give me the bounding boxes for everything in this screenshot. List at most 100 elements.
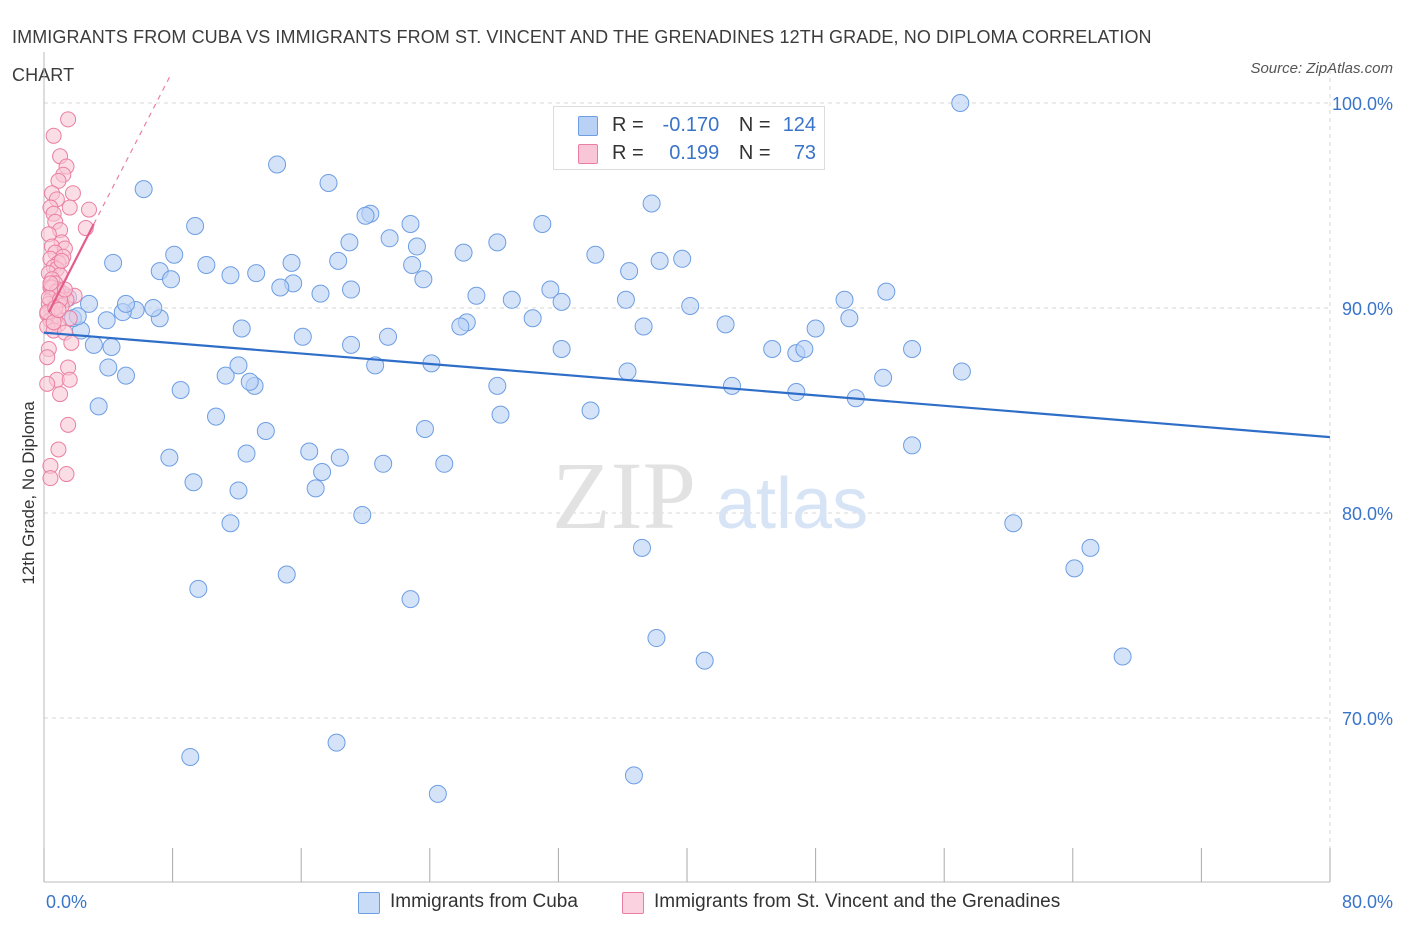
watermark: ZIP atlas [552,442,868,549]
point-cuba [160,448,179,467]
point-cuba [586,245,605,264]
point-cuba [1004,514,1023,533]
point-cuba [414,270,433,289]
point-cuba [618,362,637,381]
point-cuba [116,366,135,385]
point-cuba [1081,538,1100,557]
point-cuba [415,419,434,438]
point-cuba [300,442,319,461]
point-cuba [247,264,266,283]
point-cuba [229,356,248,375]
point-svg [64,185,81,202]
legend-text-cuba: R = -0.170 N = 124 [612,113,816,137]
point-cuba [435,454,454,473]
point-cuba [306,479,325,498]
point-cuba [488,376,507,395]
point-cuba [451,317,470,336]
n-value-cuba: 124 [782,114,817,136]
point-cuba [237,444,256,463]
point-cuba [282,253,301,272]
point-cuba [356,206,375,225]
point-svg [53,252,70,269]
point-cuba [104,253,123,272]
point-svg [42,470,59,487]
point-svg [39,349,56,366]
point-cuba [624,766,643,785]
point-cuba [523,309,542,328]
point-cuba [407,237,426,256]
point-cuba [80,294,99,313]
point-cuba [232,319,251,338]
point-cuba [632,538,651,557]
point-cuba [97,311,116,330]
point-cuba [189,579,208,598]
point-cuba [787,383,806,402]
point-cuba [552,340,571,358]
y-tick-label: 70.0% [1342,709,1393,729]
point-cuba [313,463,332,481]
point-cuba [165,245,184,264]
watermark-atlas: atlas [716,464,868,544]
point-cuba [353,506,372,525]
point-cuba [903,340,922,358]
point-cuba [695,651,714,670]
point-cuba [268,155,287,174]
point-cuba [379,327,398,346]
point-cuba [256,422,275,440]
point-cuba [89,397,108,416]
point-cuba [229,481,248,500]
point-cuba [581,401,600,420]
point-svg [42,275,59,292]
chart-title: IMMIGRANTS FROM CUBA VS IMMIGRANTS FROM … [12,27,1152,85]
source-credit: Source: ZipAtlas.com [1250,60,1393,77]
point-svg [81,201,98,218]
point-cuba [840,309,859,328]
point-cuba [951,94,970,112]
point-cuba [1113,647,1132,666]
point-cuba [340,233,359,252]
point-cuba [221,266,240,285]
point-cuba [903,436,922,455]
x-tick-label: 0.0% [46,892,87,912]
watermark-zip: ZIP [552,442,696,549]
point-svg [61,199,78,216]
point-svg [61,371,78,388]
point-cuba [533,214,552,233]
point-cuba [84,335,103,354]
point-cuba [99,358,118,377]
point-cuba [401,590,420,609]
point-cuba [366,356,385,375]
point-cuba [616,290,635,309]
y-tick-label: 100.0% [1332,94,1393,114]
point-cuba [491,405,510,424]
point-cuba [428,784,447,803]
point-cuba [116,294,135,313]
point-cuba [620,262,639,281]
point-svg [58,466,75,483]
tick-labels: 100.0% 90.0% 80.0% 70.0% 0.0% 80.0% [46,94,1393,912]
y-axis-label: 12th Grade, No Diploma [19,401,38,585]
point-cuba [681,296,700,315]
point-cuba [144,299,163,317]
n-value-svg: 73 [793,142,817,164]
point-cuba [650,251,669,270]
point-cuba [401,214,420,233]
point-cuba [952,362,971,381]
point-svg [63,334,80,351]
point-cuba [216,366,235,385]
trendline-svg [47,223,95,313]
correlation-legend: R = -0.170 N = 124 R = 0.199 N = 73 [553,106,825,170]
point-svg [45,127,62,144]
r-value-svg: 0.199 [669,142,720,164]
point-cuba [716,315,735,334]
point-cuba [723,376,742,395]
point-cuba [488,233,507,252]
point-cuba [197,255,216,274]
r-label: R = [612,142,644,164]
point-cuba [271,278,290,297]
point-cuba [642,194,661,213]
cuba-swatch [578,116,598,136]
n-label: N = [738,142,771,164]
r-label: R = [612,114,644,136]
trendline-svg-dashed [93,74,172,225]
